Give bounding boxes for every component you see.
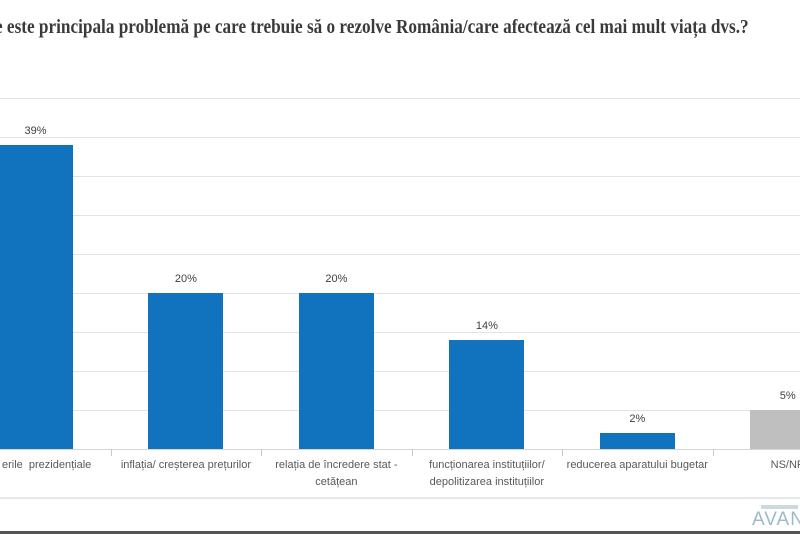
axis-tick: [261, 449, 263, 456]
category-label-line: cetățean: [315, 476, 358, 488]
value-label-2: 20%: [325, 273, 348, 285]
bar-5: [750, 410, 800, 449]
gridline: [0, 176, 800, 177]
axis-tick: [712, 449, 714, 456]
logo-tagline: [761, 505, 798, 509]
value-label-1: 20%: [174, 273, 197, 285]
bar-4: [599, 433, 675, 449]
gridline: [0, 332, 800, 333]
category-label-3: funcționarea instituțiilor/depolitizarea…: [402, 457, 572, 491]
category-label-4: reducerea aparatului bugetar: [552, 457, 722, 474]
category-label-line: NS/NR: [770, 459, 800, 471]
bar-2: [298, 293, 374, 449]
category-label-line: reducerea aparatului bugetar: [566, 459, 708, 471]
category-label-line: depolitizarea instituțiilor: [429, 476, 545, 488]
value-label-0: 39%: [24, 124, 47, 137]
gridline: [0, 254, 800, 255]
x-axis-line: [0, 449, 800, 450]
gridline: [0, 410, 800, 411]
category-label-0: erile prezidențiale: [2, 457, 91, 474]
category-label-2: relația de încredere stat - cetățean: [251, 457, 421, 491]
gridline: [0, 137, 800, 138]
category-label-line: relația de încredere stat -: [275, 459, 398, 471]
category-label-line: inflația/ creșterea prețurilor: [120, 459, 252, 471]
category-label-line: erile prezidențiale: [2, 459, 92, 471]
value-label-4: 2%: [629, 413, 646, 426]
gridline: [0, 98, 800, 99]
axis-tick: [411, 449, 413, 456]
gridline: [0, 293, 800, 294]
chart-title: e este principala problemă pe care trebu…: [0, 16, 749, 38]
bar-1: [148, 293, 224, 449]
footer-divider: [0, 497, 800, 499]
bar-0: [0, 144, 73, 449]
logo-avangarde: AVAN: [752, 509, 800, 530]
gridline: [0, 215, 800, 216]
footer-strip: [0, 531, 800, 534]
axis-tick: [110, 449, 112, 456]
value-label-5: 5%: [779, 390, 796, 402]
axis-tick: [562, 449, 564, 456]
category-label-5: NS/NR: [703, 457, 800, 474]
value-label-3: 14%: [475, 319, 498, 332]
category-label-line: funcționarea instituțiilor/: [429, 459, 545, 471]
category-label-1: inflația/ creșterea prețurilor: [101, 457, 271, 474]
bar-3: [449, 339, 525, 449]
gridline: [0, 371, 800, 372]
